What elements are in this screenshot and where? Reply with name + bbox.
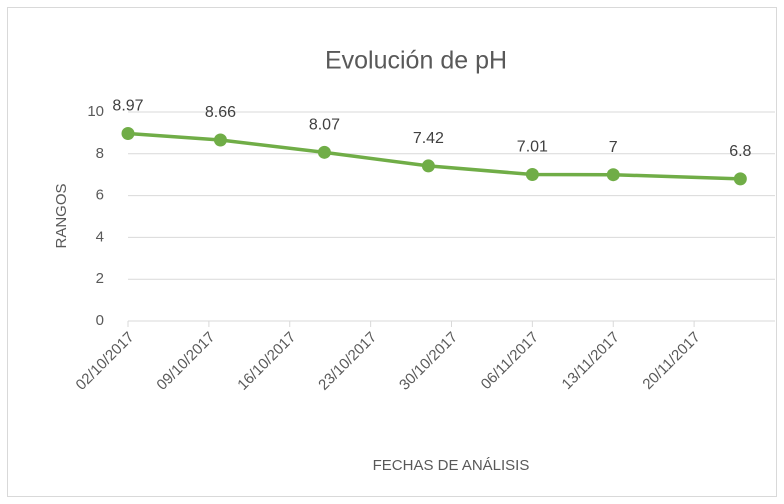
chart-title: Evolución de pH xyxy=(325,47,507,75)
y-tick-label: 0 xyxy=(96,312,104,329)
y-tick-label: 8 xyxy=(96,145,104,162)
y-tick-label: 6 xyxy=(96,187,104,204)
y-tick-label: 10 xyxy=(87,103,104,120)
point xyxy=(733,172,747,186)
point xyxy=(606,168,620,182)
data-label: 7.42 xyxy=(413,130,444,147)
x-axis-label: FECHAS DE ANÁLISIS xyxy=(373,457,530,474)
point xyxy=(421,159,435,173)
point xyxy=(317,145,331,159)
point xyxy=(213,133,227,147)
point xyxy=(525,167,539,181)
data-label: 8.97 xyxy=(112,98,143,115)
data-label: 7.01 xyxy=(517,139,548,156)
chart-border xyxy=(7,7,777,497)
data-label: 7 xyxy=(609,139,618,156)
y-tick-label: 2 xyxy=(96,270,104,287)
data-label: 8.66 xyxy=(205,104,236,121)
data-label: 8.07 xyxy=(309,117,340,134)
point xyxy=(121,127,135,141)
data-label: 6.8 xyxy=(729,143,751,160)
y-axis-label: RANGOS xyxy=(53,183,70,248)
y-tick-label: 4 xyxy=(96,228,104,245)
